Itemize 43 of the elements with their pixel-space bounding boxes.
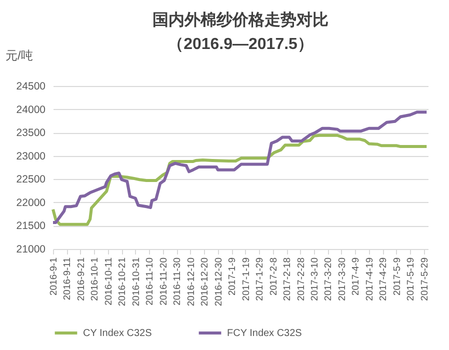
- y-tick-label: 24000: [16, 104, 46, 116]
- x-tick-label: 2016-9-21: [76, 258, 87, 301]
- x-tick-label: 2017-5-29: [419, 258, 430, 301]
- y-axis-title: 元/吨: [6, 48, 33, 62]
- y-tick-label: 21500: [16, 220, 46, 232]
- chart-title: 国内外棉纱价格走势对比: [152, 11, 328, 29]
- x-tick-label: 2017-1-19: [240, 258, 252, 301]
- x-tick-label: 2016-10-1: [90, 258, 101, 301]
- x-tick-label: 2016-12-10: [186, 258, 197, 306]
- x-tick-label: 2017-1-29: [254, 258, 266, 301]
- x-tick-label: 2016-11-10: [144, 258, 156, 306]
- x-tick-label: 2017-4-19: [364, 258, 376, 301]
- x-tick-label: 2017-5-9: [392, 258, 403, 296]
- y-tick-label: 21000: [16, 244, 46, 256]
- x-tick-label: 2017-1-9: [227, 258, 238, 296]
- x-tick-label: 2016-10-21: [117, 258, 128, 306]
- x-tick-label: 2017-2-18: [282, 258, 294, 301]
- legend-label: CY Index C32S: [83, 328, 152, 339]
- y-tick-label: 23000: [16, 150, 46, 162]
- line-series: [52, 110, 428, 224]
- x-tick-label: 2016-9-1: [48, 258, 60, 296]
- x-tick-label: 2016-12-30: [213, 258, 224, 306]
- x-tick-label: 2016-10-31: [130, 258, 142, 306]
- x-tick-label: 2017-3-10: [309, 258, 320, 301]
- x-tick-label: 2017-3-30: [336, 258, 348, 301]
- x-tick-label: 2017-3-20: [323, 258, 334, 301]
- y-tick-label: 22000: [16, 196, 46, 209]
- line-series: [52, 134, 428, 226]
- x-tick-label: 2016-11-30: [172, 258, 184, 306]
- y-tick-label: 24500: [16, 80, 46, 92]
- x-tick-label: 2016-9-11: [62, 258, 74, 300]
- y-tick-label: 23500: [16, 127, 46, 140]
- x-tick-label: 2017-2-28: [296, 258, 307, 301]
- x-tick-label: 2017-4-9: [350, 258, 362, 296]
- x-tick-label: 2017-5-19: [406, 258, 417, 301]
- x-tick-label: 2016-11-20: [158, 258, 170, 306]
- x-tick-label: 2017-2-8: [268, 258, 280, 296]
- x-tick-label: 2016-12-20: [200, 258, 211, 306]
- legend-label: FCY Index C32S: [227, 328, 302, 339]
- y-tick-label: 22500: [16, 174, 46, 186]
- chart-subtitle: （2016.9—2017.5）: [168, 36, 314, 53]
- x-tick-label: 2016-10-11: [103, 258, 114, 306]
- x-tick-label: 2017-4-29: [378, 258, 390, 301]
